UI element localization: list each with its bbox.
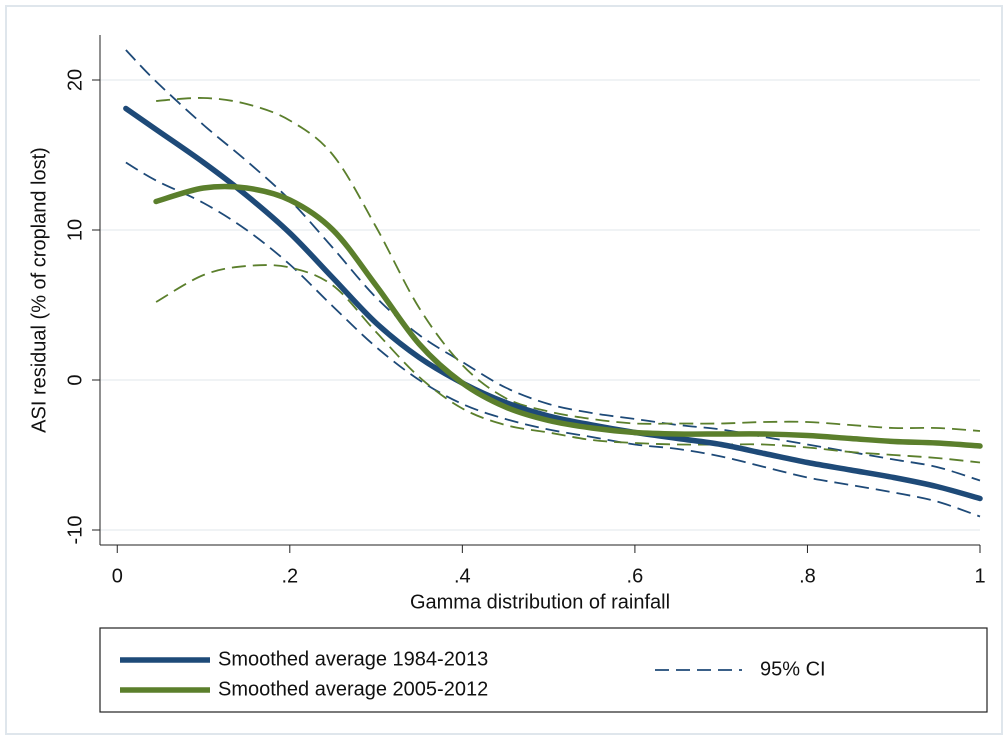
y-tick-label: -10 [64, 516, 86, 545]
legend-label: Smoothed average 2005-2012 [218, 678, 488, 700]
x-tick-label: 1 [974, 565, 985, 587]
x-tick-label: .4 [454, 565, 471, 587]
x-tick-label: .6 [627, 565, 644, 587]
series-line [123, 105, 983, 502]
series-line [153, 183, 983, 449]
y-tick-label: 20 [64, 69, 86, 91]
y-tick-label: 10 [64, 219, 86, 241]
x-tick-label: 0 [112, 565, 123, 587]
y-tick-label: 0 [64, 374, 86, 385]
legend-label: Smoothed average 1984-2013 [218, 648, 488, 670]
y-axis-label: ASI residual (% of cropland lost) [28, 147, 50, 433]
ci-line [155, 264, 981, 464]
figure-frame [5, 5, 1003, 735]
ci-line [125, 161, 981, 518]
x-tick-label: .8 [799, 565, 816, 587]
ci-line [125, 49, 981, 482]
x-tick-label: .2 [281, 565, 298, 587]
ci-line [156, 97, 981, 432]
legend-label: 95% CI [760, 658, 826, 680]
legend-box [99, 627, 988, 713]
x-axis-label: Gamma distribution of rainfall [410, 591, 670, 613]
